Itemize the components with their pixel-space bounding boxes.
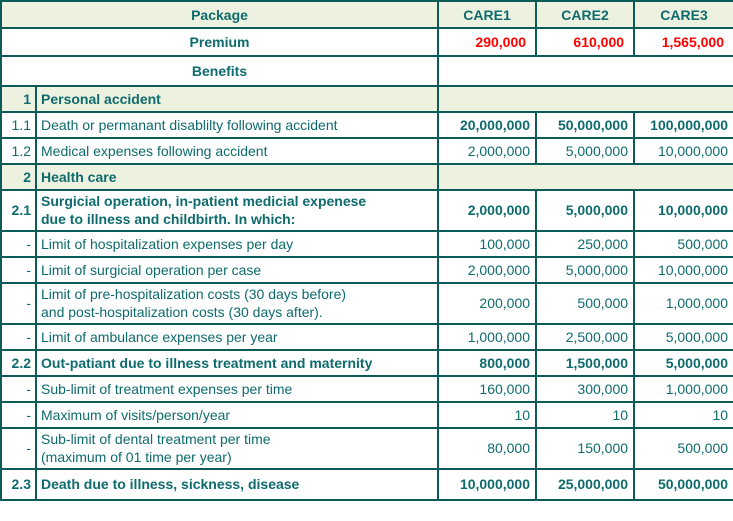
- care2-column-header: CARE2: [535, 0, 636, 29]
- row-value-cell-care1: 200,000: [437, 281, 538, 325]
- premium-value-care3: 1,565,000: [633, 27, 733, 57]
- row-value-cell-care3: 10: [633, 400, 733, 429]
- row-description-cell: Sub-limit of treatment expenses per time: [34, 374, 440, 403]
- row-value-cell-care3: 5,000,000: [633, 348, 733, 377]
- row-value-cell-care1: 800,000: [437, 348, 538, 377]
- table-row: 2.2 Out-patiant due to illness treatment …: [0, 348, 733, 377]
- table-row: - Limit of ambulance expenses per year 1,0…: [0, 322, 733, 351]
- row-description-cell: Limit of pre-hospitalization costs (30 d…: [34, 281, 440, 325]
- row-value-cell-care3: 100,000,000: [633, 111, 733, 139]
- row-description-cell: Out-patiant due to illness treatment and…: [34, 348, 440, 377]
- row-description-cell: Health care: [34, 163, 440, 191]
- row-description-cell: Maximum of visits/person/year: [34, 400, 440, 429]
- table-row: 1.1 Death or permanant disablilty followi…: [0, 111, 733, 139]
- row-value-cell-care1: 2,000,000: [437, 255, 538, 284]
- row-number-cell: 2.3: [0, 467, 37, 501]
- benefits-label-cell: Benefits: [0, 55, 440, 87]
- row-number-cell: -: [0, 229, 37, 258]
- row-number-cell: 2.2: [0, 348, 37, 377]
- row-number-cell: -: [0, 400, 37, 429]
- section-values-cell: [437, 163, 733, 191]
- table-row: 2.3 Death due to illness, sickness, disea…: [0, 467, 733, 501]
- row-value-cell-care2: 300,000: [535, 374, 636, 403]
- benefit-rows-body: 1 Personal accident 1.1 Death or permanant …: [0, 85, 733, 501]
- row-number-cell: -: [0, 281, 37, 325]
- row-value-cell-care2: 250,000: [535, 229, 636, 258]
- row-value-cell-care3: 5,000,000: [633, 322, 733, 351]
- table-row: - Sub-limit of treatment expenses per tim…: [0, 374, 733, 403]
- section-values-cell: [437, 85, 733, 113]
- row-description-cell: Limit of ambulance expenses per year: [34, 322, 440, 351]
- row-value-cell-care1: 20,000,000: [437, 111, 538, 139]
- row-number-cell: -: [0, 374, 37, 403]
- row-value-cell-care2: 25,000,000: [535, 467, 636, 501]
- row-value-cell-care3: 1,000,000: [633, 281, 733, 325]
- row-description-cell: Medical expenses following accident: [34, 137, 440, 165]
- row-value-cell-care2: 150,000: [535, 426, 636, 470]
- row-number-cell: 1.2: [0, 137, 37, 165]
- premium-value-care1: 290,000: [437, 27, 538, 57]
- row-number-cell: 1.1: [0, 111, 37, 139]
- row-value-cell-care2: 1,500,000: [535, 348, 636, 377]
- row-description-cell: Limit of hospitalization expenses per da…: [34, 229, 440, 258]
- table-row: - Limit of surgicial operation per case 2,…: [0, 255, 733, 284]
- row-value-cell-care2: 50,000,000: [535, 111, 636, 139]
- care1-column-header: CARE1: [437, 0, 538, 29]
- row-value-cell-care3: 500,000: [633, 426, 733, 470]
- row-value-cell-care3: 10,000,000: [633, 189, 733, 232]
- table-row: - Maximum of visits/person/year 10 10 10: [0, 400, 733, 429]
- row-description-cell: Death or permanant disablilty following …: [34, 111, 440, 139]
- package-benefits-table: Package CARE1 CARE2 CARE3 Premium 290,00…: [0, 0, 733, 501]
- row-number-cell: 1: [0, 85, 37, 113]
- premium-row: Premium 290,000 610,000 1,565,000: [0, 27, 733, 57]
- benefits-section-row: Benefits: [0, 55, 733, 87]
- row-description-cell: Sub-limit of dental treatment per time (…: [34, 426, 440, 470]
- row-value-cell-care1: 160,000: [437, 374, 538, 403]
- row-value-cell-care3: 1,000,000: [633, 374, 733, 403]
- row-number-cell: -: [0, 255, 37, 284]
- premium-value-care2: 610,000: [535, 27, 636, 57]
- row-value-cell-care2: 2,500,000: [535, 322, 636, 351]
- row-value-cell-care3: 10,000,000: [633, 137, 733, 165]
- row-value-cell-care1: 10,000,000: [437, 467, 538, 501]
- row-value-cell-care1: 100,000: [437, 229, 538, 258]
- table-row: - Limit of pre-hospitalization costs (30 …: [0, 281, 733, 325]
- row-description-cell: Surgicial operation, in-patient medicial…: [34, 189, 440, 232]
- row-number-cell: -: [0, 426, 37, 470]
- row-value-cell-care3: 500,000: [633, 229, 733, 258]
- care3-column-header: CARE3: [633, 0, 733, 29]
- table-header-row: Package CARE1 CARE2 CARE3: [0, 0, 733, 29]
- table-row: 1 Personal accident: [0, 85, 733, 113]
- row-description-cell: Personal accident: [34, 85, 440, 113]
- row-description-cell: Limit of surgicial operation per case: [34, 255, 440, 284]
- row-value-cell-care1: 1,000,000: [437, 322, 538, 351]
- table-row: 1.2 Medical expenses following accident 2,…: [0, 137, 733, 165]
- table-row: - Limit of hospitalization expenses per d…: [0, 229, 733, 258]
- row-value-cell-care2: 500,000: [535, 281, 636, 325]
- row-description-cell: Death due to illness, sickness, disease: [34, 467, 440, 501]
- row-value-cell-care1: 80,000: [437, 426, 538, 470]
- benefits-empty-cell: [437, 55, 733, 87]
- table-row: 2.1 Surgicial operation, in-patient medic…: [0, 189, 733, 232]
- row-value-cell-care3: 50,000,000: [633, 467, 733, 501]
- row-value-cell-care1: 2,000,000: [437, 137, 538, 165]
- row-value-cell-care2: 5,000,000: [535, 255, 636, 284]
- table-row: - Sub-limit of dental treatment per time …: [0, 426, 733, 470]
- row-value-cell-care3: 10,000,000: [633, 255, 733, 284]
- premium-label-cell: Premium: [0, 27, 440, 57]
- row-value-cell-care2: 5,000,000: [535, 137, 636, 165]
- row-number-cell: -: [0, 322, 37, 351]
- row-number-cell: 2: [0, 163, 37, 191]
- row-value-cell-care1: 2,000,000: [437, 189, 538, 232]
- package-header-cell: Package: [0, 0, 440, 29]
- row-number-cell: 2.1: [0, 189, 37, 232]
- table-row: 2 Health care: [0, 163, 733, 191]
- row-value-cell-care1: 10: [437, 400, 538, 429]
- row-value-cell-care2: 5,000,000: [535, 189, 636, 232]
- row-value-cell-care2: 10: [535, 400, 636, 429]
